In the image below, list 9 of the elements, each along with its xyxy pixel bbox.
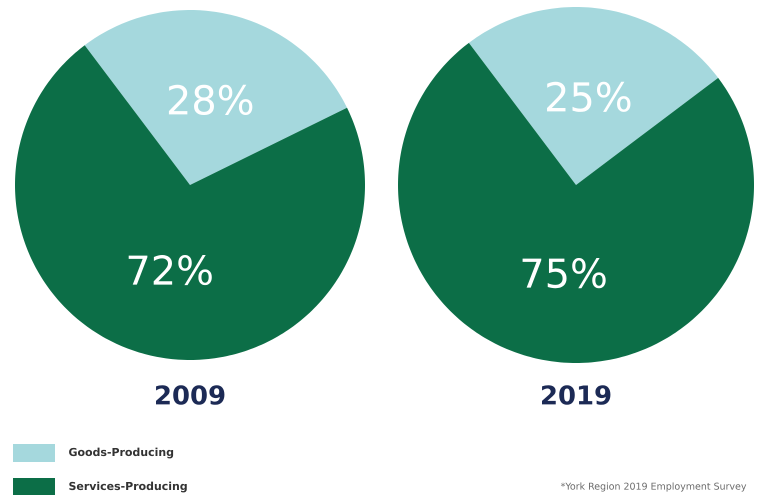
data-label: 72%	[128, 255, 212, 286]
text: 2019	[542, 385, 610, 405]
legend-label: Services-Producing	[69, 482, 187, 492]
data-label: 28%	[168, 84, 252, 115]
legend-label: Goods-Producing	[69, 448, 174, 458]
text: *York Region 2019 Employment Survey	[560, 482, 746, 492]
data-label: 75%	[522, 258, 606, 288]
text: 2009	[156, 385, 224, 405]
data-label: 25%	[547, 82, 630, 112]
